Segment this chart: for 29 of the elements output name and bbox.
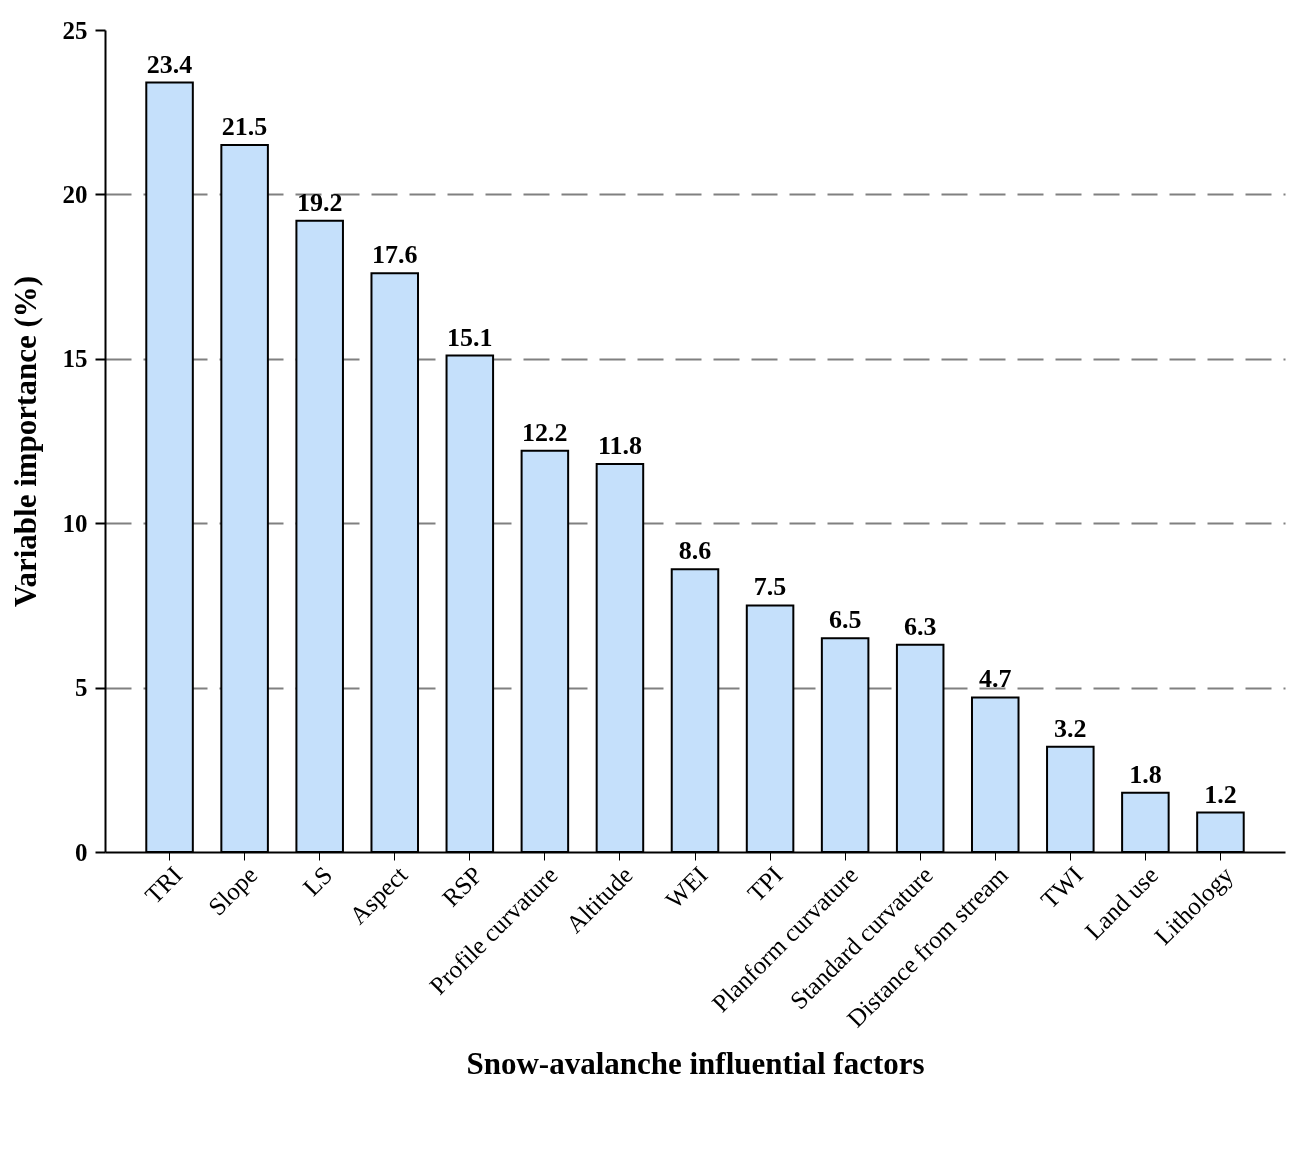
y-tick-label: 0 (75, 838, 88, 866)
data-label: 12.2 (522, 417, 568, 447)
y-tick-label: 25 (62, 16, 88, 44)
x-axis-title: Snow-avalanche influential factors (466, 1046, 925, 1082)
y-tick-label: 15 (62, 345, 88, 373)
data-label: 6.5 (828, 605, 862, 635)
data-label: 6.3 (903, 611, 937, 641)
y-tick-label: 20 (62, 180, 88, 208)
data-label: 4.7 (979, 664, 1012, 694)
y-tick-label: 5 (75, 674, 88, 702)
x-tick-label: TRI (139, 861, 188, 909)
data-label: 1.8 (1129, 759, 1162, 789)
data-label: 8.6 (678, 536, 712, 566)
y-axis-title: Variable importance (%) (7, 275, 43, 608)
data-label: 1.2 (1204, 779, 1237, 809)
x-tick-label: LS (297, 861, 338, 901)
data-label: 11.8 (597, 431, 642, 461)
data-label: 3.2 (1054, 713, 1087, 743)
x-tick-label: WEI (660, 861, 713, 914)
data-label: 19.2 (296, 187, 343, 217)
data-label: 7.5 (753, 572, 787, 602)
y-tick-label: 10 (62, 509, 88, 537)
data-label: 23.4 (146, 49, 193, 79)
x-tick-label: TPI (742, 861, 788, 907)
data-label: 15.1 (447, 322, 493, 352)
data-label: 17.6 (372, 240, 418, 270)
data-label: 21.5 (221, 112, 268, 142)
x-tick-label: TWI (1035, 861, 1088, 914)
x-tick-label: RSP (436, 861, 488, 912)
